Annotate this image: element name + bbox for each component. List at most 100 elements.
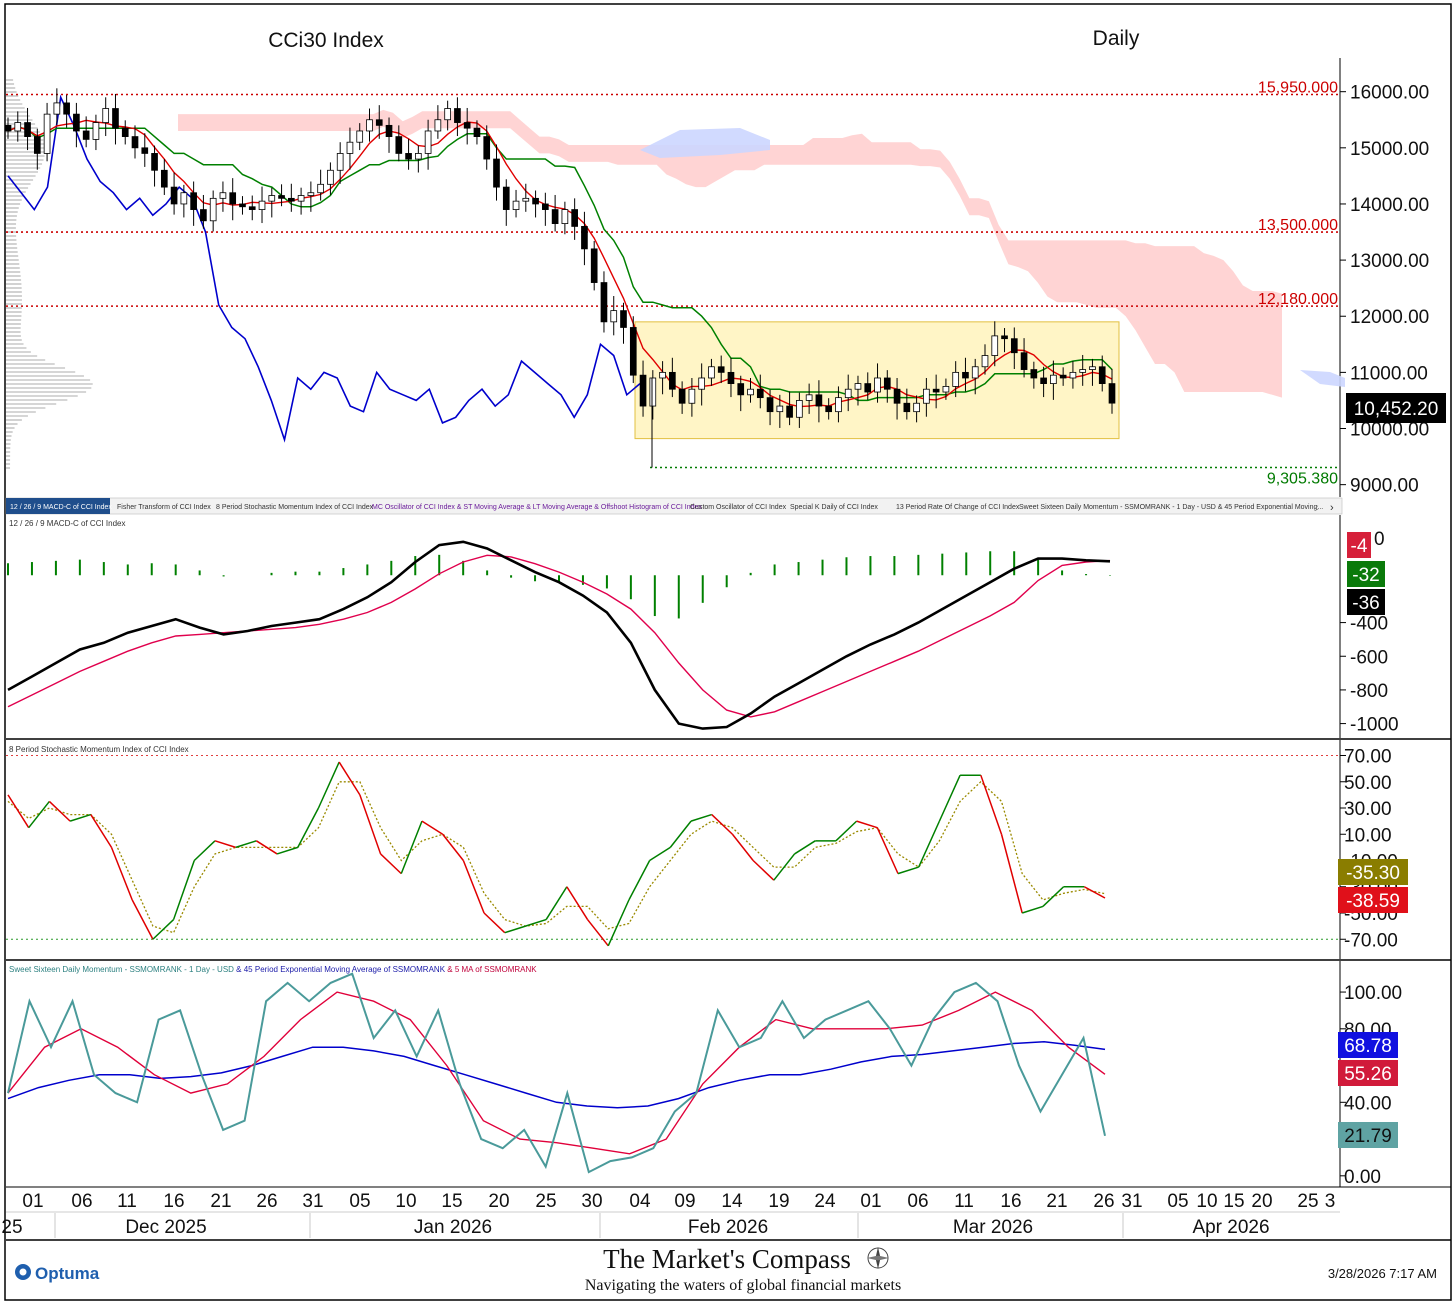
- candle-body: [747, 388, 754, 396]
- tab-macd-active[interactable]: [6, 498, 110, 514]
- candle-body: [4, 124, 12, 132]
- candle-body: [1030, 369, 1038, 379]
- tab-macd[interactable]: 12 / 26 / 9 MACD-C of CCI Index: [10, 504, 112, 511]
- ss-ma-value-box: [1338, 1060, 1398, 1086]
- candle-body: [620, 310, 627, 328]
- candle-body: [590, 248, 598, 283]
- candle-body: [600, 282, 608, 323]
- tab-scroll-left-icon[interactable]: ‹: [1315, 502, 1319, 514]
- price-panel: CCi30 Index Daily 15,950.000 13,500.000 12…: [4, 27, 1446, 497]
- candle-body: [532, 197, 539, 205]
- candle-body: [395, 136, 403, 154]
- smi-line-segment: [7, 794, 30, 829]
- candle-body: [708, 366, 715, 379]
- tab-rate-of-change[interactable]: 13 Period Rate Of Change of CCI Index: [896, 504, 1020, 511]
- price-tick-label: 9000.00: [1350, 476, 1419, 497]
- day-tick-label: 01: [860, 1191, 881, 1212]
- timestamp: 3/28/2026 7:17 AM: [1328, 1266, 1437, 1281]
- day-tick-label: 05: [349, 1191, 370, 1212]
- smi-line-segment: [876, 827, 899, 874]
- tab-sweet-sixteen[interactable]: Sweet Sixteen Daily Momentum - SSMOMRANK…: [1019, 504, 1323, 511]
- candle-body: [102, 108, 110, 123]
- smi-line-segment: [835, 820, 858, 842]
- candle-body: [629, 327, 637, 376]
- candle-body: [1108, 383, 1116, 404]
- smi-panel: 8 Period Stochastic Momentum Index of CC…: [6, 740, 1451, 961]
- smi-line-segment: [1042, 886, 1065, 907]
- candle-body: [698, 377, 705, 390]
- candle-body: [375, 119, 383, 126]
- candle-body: [454, 108, 461, 123]
- level-label: 9,305.380: [1267, 471, 1338, 488]
- candle-body: [483, 136, 491, 160]
- candle-body: [669, 371, 676, 390]
- candle-body: [512, 200, 520, 210]
- macd-line: [7, 540, 1111, 730]
- candle-body: [170, 186, 178, 205]
- price-axis: 9000.00 10000.00 11000.00 12000.00 13000.00 1…: [1340, 83, 1429, 497]
- tab-fisher[interactable]: Fisher Transform of CCI Index: [117, 504, 211, 511]
- candle-body: [366, 119, 373, 132]
- day-tick-label: 06: [71, 1191, 92, 1212]
- month-label: Dec 2025: [125, 1217, 206, 1238]
- chikou-line: [7, 94, 641, 443]
- smi-line-segment: [400, 820, 423, 874]
- day-tick-label: 20: [1251, 1191, 1272, 1212]
- smi-line-segment: [255, 840, 278, 855]
- smi-signal-value-box: [1338, 859, 1408, 885]
- tab-scroll-right-icon[interactable]: ›: [1330, 502, 1334, 514]
- macd-axis-top-tick: 0: [1374, 529, 1385, 550]
- candle-body: [43, 113, 51, 154]
- candle-body: [932, 388, 940, 393]
- month-label: Apr 2026: [1192, 1217, 1269, 1238]
- price-tick-label: 12000.00: [1350, 307, 1429, 328]
- tab-mc-oscillator[interactable]: MC Oscillator of CCI Index & ST Moving A…: [372, 504, 702, 511]
- macd-signal-value-box: [1347, 589, 1385, 615]
- smi-line-segment: [152, 919, 175, 940]
- candle-body: [14, 122, 22, 132]
- smi-line-segment: [752, 859, 775, 881]
- level-label: 13,500.000: [1258, 217, 1338, 234]
- candle-body: [1089, 366, 1096, 370]
- tab-custom-oscillator[interactable]: Custom Oscillator of CCI Index: [690, 504, 787, 511]
- smi-line-segment: [711, 814, 733, 835]
- day-tick-label: 3: [1325, 1191, 1336, 1212]
- smi-line-segment: [69, 813, 92, 822]
- day-tick-label: 11: [954, 1191, 974, 1212]
- smi-line-segment: [607, 899, 630, 947]
- brand-tagline: Navigating the waters of global financia…: [585, 1277, 901, 1294]
- price-tick-label: 15000.00: [1350, 139, 1429, 160]
- smi-line-segment: [380, 853, 402, 875]
- smi-tick-label: 10.00: [1344, 825, 1392, 846]
- smi-line-segment: [1021, 905, 1044, 914]
- smi-line-segment: [110, 847, 133, 901]
- candle-body: [219, 192, 227, 199]
- tab-stochastic[interactable]: 8 Period Stochastic Momentum Index of CC…: [216, 504, 374, 511]
- candle-body: [33, 136, 41, 154]
- macd-panel-title: 12 / 26 / 9 MACD-C of CCI Index: [9, 519, 126, 528]
- candle-body: [717, 366, 725, 373]
- candle-body: [346, 141, 354, 154]
- candle-body: [356, 130, 364, 143]
- smi-line-segment: [586, 919, 609, 947]
- candle-body: [727, 371, 735, 385]
- chart-title: CCi30 Index: [268, 29, 384, 52]
- candle-body: [678, 388, 686, 404]
- macd-line-value-box: [1347, 561, 1385, 587]
- smi-line-segment: [172, 860, 195, 920]
- ichimoku-cloud: [178, 109, 1345, 398]
- candle-body: [835, 397, 842, 413]
- candle-body: [1020, 352, 1028, 370]
- day-tick-label: 16: [163, 1191, 184, 1212]
- macd-tick-label: -800: [1350, 681, 1388, 702]
- indicator-tab-bar: 12 / 26 / 9 MACD-C of CCI Index Fisher T…: [5, 497, 1343, 515]
- ssmom-panel-title: Sweet Sixteen Daily Momentum - SSMOMRANK…: [9, 965, 537, 974]
- day-tick-label: 11: [117, 1191, 137, 1212]
- smi-line-segment: [193, 840, 216, 862]
- day-tick-label: 15: [441, 1191, 462, 1212]
- ss-ema-value-box: [1338, 1032, 1398, 1058]
- candle-body: [190, 192, 197, 210]
- smi-line-segment: [28, 800, 50, 829]
- tab-special-k[interactable]: Special K Daily of CCI Index: [790, 504, 878, 511]
